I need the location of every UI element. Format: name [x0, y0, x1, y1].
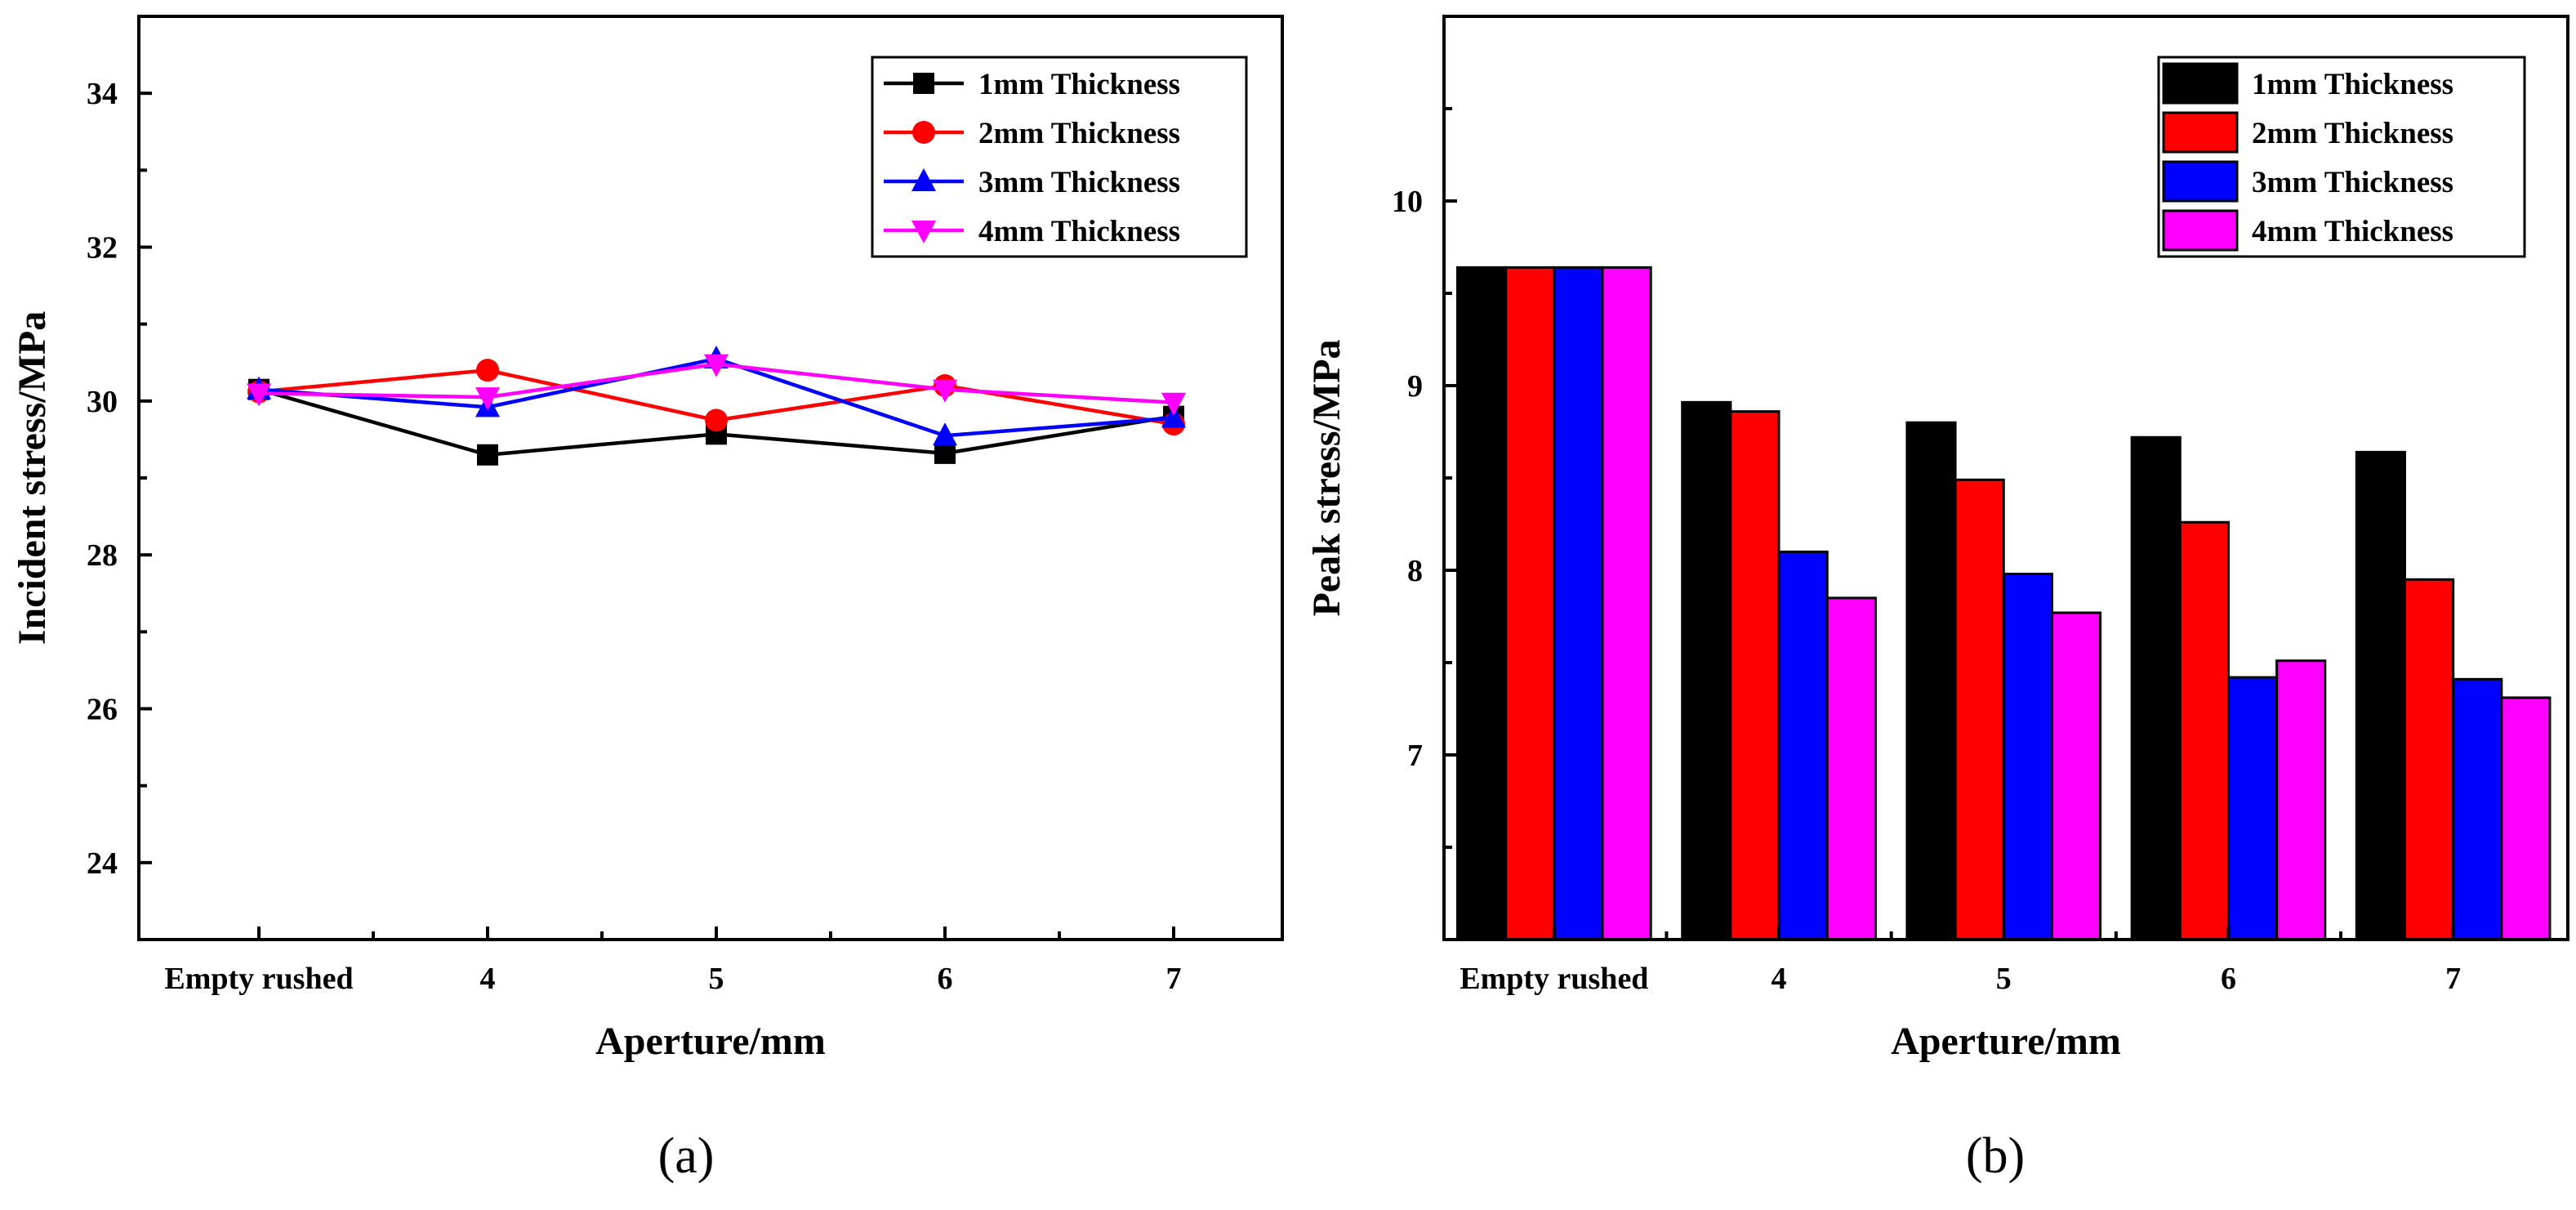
bar: [2050, 611, 2102, 941]
x-tick-label: 7: [2445, 962, 2461, 996]
y-tick-label: 32: [87, 231, 118, 266]
x-tick-label: 4: [480, 962, 496, 996]
x-tick-label: Empty rushed: [164, 962, 353, 996]
legend-swatch-marker: [912, 121, 935, 144]
bar: [1504, 266, 1556, 941]
data-point: [1161, 404, 1186, 428]
legend-label: 4mm Thickness: [2252, 215, 2453, 248]
legend-swatch: [2162, 111, 2239, 154]
y-tick-label: 34: [87, 77, 118, 111]
legend-label: 1mm Thickness: [2252, 68, 2453, 101]
y-axis-title: Incident stress/MPa: [11, 311, 54, 645]
bar: [1456, 266, 1508, 941]
bar: [2178, 520, 2230, 941]
legend-label: 3mm Thickness: [978, 166, 1180, 199]
data-point: [704, 354, 729, 377]
panel-label: (b): [1966, 1128, 2025, 1184]
bar: [2130, 435, 2182, 941]
panel-label: (a): [658, 1128, 715, 1184]
legend-box: [871, 56, 1248, 258]
legend-swatch: [2162, 209, 2239, 252]
y-tick-label: 28: [87, 538, 118, 573]
bar: [1681, 400, 1732, 941]
data-point: [705, 409, 728, 432]
y-tick-label: 8: [1407, 554, 1423, 588]
legend-label: 2mm Thickness: [2252, 117, 2453, 150]
x-tick-label: 5: [1996, 962, 2012, 996]
legend: 1mm Thickness 2mm Thickness 3mm Thickness 4…: [2157, 56, 2526, 258]
series-4mm: [247, 354, 1186, 416]
legend-label: 1mm Thickness: [978, 68, 1180, 101]
bar: [1553, 266, 1604, 941]
x-tick-label: 7: [1166, 962, 1182, 996]
data-point: [475, 387, 500, 411]
legend-swatch: [2162, 62, 2239, 105]
y-tick-label: 9: [1407, 369, 1423, 404]
legend-label: 4mm Thickness: [978, 215, 1180, 248]
bar: [2002, 573, 2053, 941]
x-tick-label: 5: [709, 962, 724, 996]
bar: [2226, 676, 2279, 941]
data-point: [1161, 392, 1186, 416]
chart-b: 7 8 9 10 Empty rushed 4 5 6 7 Aperture/mm Peak str…: [1305, 15, 2569, 1184]
bar: [1777, 550, 1829, 941]
bar: [1601, 266, 1652, 941]
y-axis-title: Peak stress/MPa: [1305, 339, 1348, 616]
y-tick-label: 10: [1392, 185, 1423, 219]
data-point: [933, 379, 957, 403]
x-axis-title: Aperture/mm: [595, 1020, 826, 1063]
data-point: [477, 444, 498, 466]
bar: [2403, 578, 2455, 941]
y-tick-label: 7: [1407, 739, 1423, 773]
x-axis-title: Aperture/mm: [1891, 1020, 2121, 1063]
legend-swatch-marker: [911, 168, 936, 191]
y-tick-label: 30: [87, 385, 118, 419]
data-point: [476, 359, 499, 382]
legend-swatch: [2162, 160, 2239, 203]
bar: [1905, 421, 1957, 941]
x-tick-label: 6: [938, 962, 953, 996]
legend-swatch-marker: [911, 221, 936, 243]
data-point: [247, 383, 271, 407]
x-tick-label: Empty rushed: [1460, 962, 1648, 996]
y-tick-label: 24: [87, 846, 118, 881]
bar: [2275, 659, 2327, 941]
legend-swatch-marker: [913, 73, 934, 94]
bar: [2355, 450, 2406, 941]
chart-a: 24 26 28 30 32 34 Empty rushed 4 5 6 7 Aperture/mm I…: [11, 15, 1284, 1184]
data-point: [934, 442, 956, 464]
bar: [2500, 696, 2551, 941]
legend: 1mm Thickness 2mm Thickness 3mm Thickness 4…: [871, 56, 1248, 258]
y-tick-label: 26: [87, 693, 118, 727]
legend-label: 3mm Thickness: [2252, 166, 2453, 199]
bar: [2452, 677, 2503, 941]
x-tick-label: 6: [2221, 962, 2236, 996]
legend-label: 2mm Thickness: [978, 117, 1180, 150]
data-point: [933, 422, 957, 446]
bar: [1954, 478, 2005, 941]
x-tick-label: 4: [1772, 962, 1787, 996]
bar: [1729, 410, 1780, 941]
bar: [1825, 596, 1877, 941]
